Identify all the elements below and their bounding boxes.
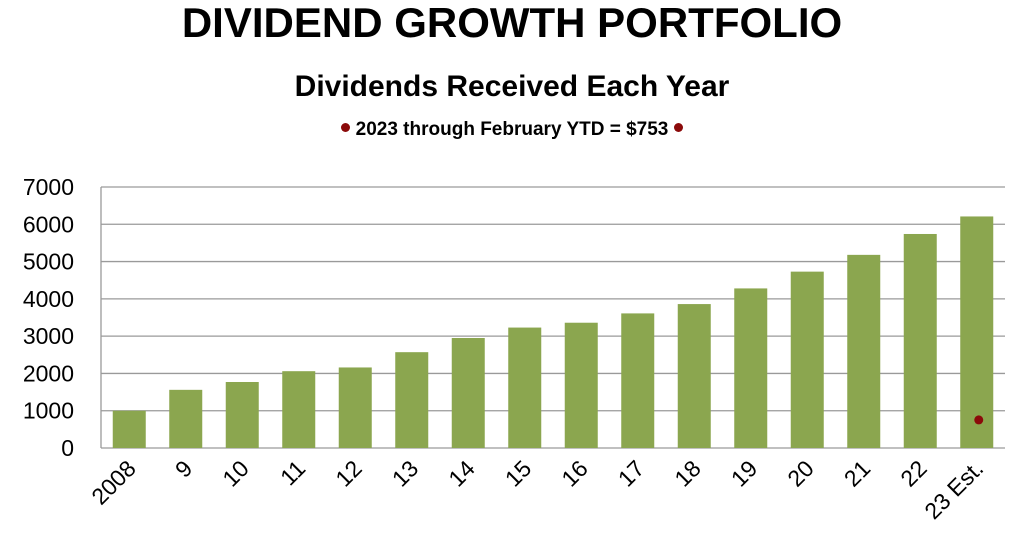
bar [677, 304, 711, 448]
chart-subtitle: Dividends Received Each Year [294, 70, 730, 103]
x-tick-label: 20 [782, 455, 818, 491]
y-tick-label: 6000 [23, 211, 74, 237]
bar [734, 288, 768, 448]
bar [903, 233, 937, 448]
x-tick-label: 23 Est. [919, 455, 988, 524]
bar [847, 254, 881, 448]
y-tick-label: 2000 [23, 360, 74, 386]
bar [225, 382, 259, 448]
x-tick-label: 11 [275, 455, 310, 490]
bar [395, 352, 429, 448]
y-tick-label: 3000 [23, 323, 74, 349]
ytd-marker-dot [974, 415, 984, 425]
bar [112, 410, 146, 448]
x-tick-label: 13 [387, 455, 423, 491]
x-tick-label: 16 [556, 455, 592, 491]
x-tick-label: 17 [613, 455, 649, 491]
x-tick-label: 2008 [86, 455, 141, 510]
x-tick-label: 14 [443, 455, 480, 492]
y-tick-label: 7000 [23, 174, 74, 200]
bar [564, 322, 598, 448]
x-tick-label: 10 [217, 455, 253, 491]
x-tick-label: 19 [726, 455, 762, 491]
y-tick-label: 5000 [23, 249, 74, 275]
x-tick-label: 15 [500, 455, 536, 491]
bar [169, 389, 203, 448]
bar [621, 313, 655, 448]
marker-dot-icon [340, 123, 350, 133]
x-tick-label: 18 [669, 455, 705, 491]
marker-dot-icon [674, 123, 684, 133]
x-tick-label: 22 [895, 455, 931, 491]
ytd-note: 2023 through February YTD = $753 [0, 118, 1024, 142]
bar [790, 271, 824, 448]
bar [960, 216, 994, 448]
bar [451, 338, 485, 448]
y-tick-label: 1000 [23, 398, 74, 424]
y-tick-label: 0 [61, 435, 74, 461]
x-tick-label: 9 [170, 455, 197, 482]
y-tick-label: 4000 [23, 286, 74, 312]
ytd-note-text: 2023 through February YTD = $753 [355, 119, 669, 140]
bar [282, 371, 316, 448]
bar [338, 367, 372, 448]
x-tick-label: 21 [839, 455, 875, 491]
x-tick-label: 12 [330, 455, 366, 491]
page-title: DIVIDEND GROWTH PORTFOLIO [181, 0, 843, 46]
bar [508, 327, 542, 448]
